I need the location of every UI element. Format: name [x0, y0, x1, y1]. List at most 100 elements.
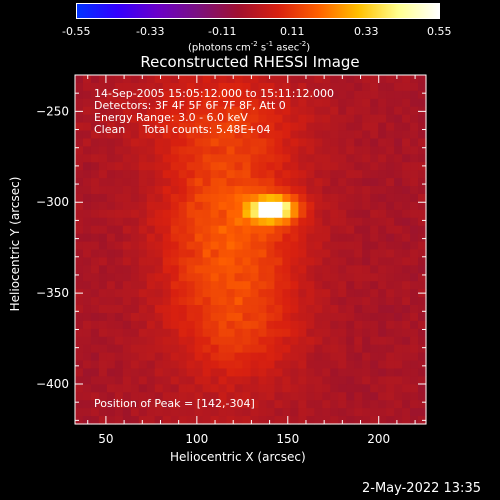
heatmap-cell [122, 225, 132, 235]
heatmap-cell [402, 178, 411, 187]
heatmap-cell [354, 416, 363, 425]
heatmap-cell [266, 392, 276, 401]
heatmap-cell [274, 257, 284, 266]
heatmap-cell [258, 265, 268, 274]
heatmap-cell [346, 138, 355, 147]
heatmap-cell [178, 368, 188, 378]
heatmap-cell [194, 384, 204, 393]
heatmap-cell [322, 225, 331, 235]
heatmap-cell [75, 217, 84, 227]
heatmap-cell [394, 392, 403, 401]
heatmap-cell [386, 201, 395, 211]
heatmap-cell [90, 416, 100, 425]
heatmap-cell [75, 201, 84, 211]
heatmap-cell [378, 360, 387, 370]
heatmap-cell [226, 257, 236, 266]
heatmap-cell [90, 178, 100, 187]
heatmap-cell [338, 336, 347, 346]
heatmap-cell [178, 408, 188, 417]
heatmap-cell [114, 305, 124, 314]
heatmap-cell [386, 297, 395, 306]
heatmap-cell [186, 344, 196, 354]
heatmap-cell [274, 90, 284, 100]
heatmap-cell [306, 336, 315, 346]
heatmap-cell [162, 170, 172, 179]
heatmap-cell [170, 305, 180, 314]
heatmap-cell [106, 138, 116, 147]
heatmap-cell [314, 312, 323, 322]
heatmap-cell [298, 305, 307, 314]
heatmap-cell [338, 257, 347, 266]
heatmap-cell [258, 384, 268, 393]
heatmap-cell [338, 130, 347, 140]
heatmap-cell [122, 75, 132, 84]
heatmap-cell [154, 265, 164, 274]
heatmap-cell [402, 241, 411, 251]
heatmap-cell [290, 217, 299, 227]
heatmap-cell [314, 178, 323, 187]
heatmap-cell [306, 408, 315, 417]
heatmap-cell [250, 368, 260, 378]
heatmap-cell [114, 289, 124, 298]
heatmap-cell [162, 233, 172, 243]
heatmap-cell [130, 186, 140, 195]
heatmap-cell [82, 360, 92, 370]
heatmap-cell [138, 201, 148, 211]
heatmap-cell [82, 162, 92, 171]
heatmap-cell [418, 233, 427, 243]
heatmap-cell [75, 336, 84, 346]
heatmap-cell [402, 400, 411, 409]
heatmap-cell [186, 122, 196, 132]
heatmap-cell [346, 320, 355, 330]
heatmap-cell [154, 186, 164, 195]
heatmap-cell [154, 392, 164, 401]
y-tick-label: −300 [36, 195, 69, 209]
heatmap-cell [410, 114, 419, 124]
heatmap-cell [314, 249, 323, 259]
heatmap-cell [250, 257, 260, 266]
heatmap-cell [314, 154, 323, 163]
heatmap-cell [314, 201, 323, 211]
heatmap-cell [114, 312, 124, 322]
heatmap-cell [314, 328, 323, 338]
heatmap-cell [346, 201, 355, 211]
heatmap-cell [298, 233, 307, 243]
heatmap-cell [82, 209, 92, 219]
heatmap-cell [186, 82, 196, 92]
heatmap-cell [370, 146, 379, 155]
heatmap-cell [418, 82, 427, 92]
heatmap-cell [418, 75, 427, 84]
heatmap-cell [314, 162, 323, 171]
heatmap-cell [90, 297, 100, 306]
heatmap-cell [82, 400, 92, 409]
heatmap-cell [418, 320, 427, 330]
heatmap-cell [106, 265, 116, 274]
heatmap-cell [298, 416, 307, 425]
heatmap-cell [138, 178, 148, 187]
heatmap-cell [202, 273, 212, 282]
heatmap-cell [210, 130, 220, 140]
heatmap-cell [194, 138, 204, 147]
heatmap-cell [186, 408, 196, 417]
heatmap-cell [274, 122, 284, 132]
heatmap-cell [402, 249, 411, 259]
heatmap-cell [218, 328, 228, 338]
heatmap-cell [346, 273, 355, 282]
heatmap-cell [346, 344, 355, 354]
heatmap-cell [75, 178, 84, 187]
heatmap-cell [178, 233, 188, 243]
heatmap-cell [178, 297, 188, 306]
heatmap-cell [154, 225, 164, 235]
heatmap-cell [410, 408, 419, 417]
colorbar-tick-label: 0.11 [280, 25, 305, 38]
heatmap-cell [322, 320, 331, 330]
heatmap-cell [186, 241, 196, 251]
heatmap-cell [138, 170, 148, 179]
heatmap-cell [146, 154, 156, 163]
heatmap-cell [178, 289, 188, 298]
heatmap-cell [298, 90, 307, 100]
heatmap-cell [122, 154, 132, 163]
heatmap-cell [386, 225, 395, 235]
heatmap-cell [354, 201, 363, 211]
heatmap-cell [170, 186, 180, 195]
